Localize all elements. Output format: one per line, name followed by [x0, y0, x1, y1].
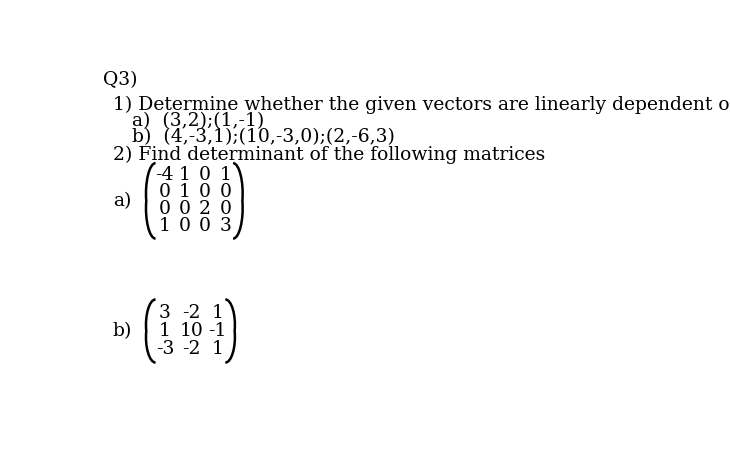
Text: b): b) — [113, 322, 132, 340]
Text: 0: 0 — [199, 183, 211, 201]
Text: -4: -4 — [155, 166, 174, 184]
Text: 1: 1 — [212, 340, 223, 358]
Text: 1) Determine whether the given vectors are linearly dependent or linearly: 1) Determine whether the given vectors a… — [113, 95, 730, 114]
Text: Q3): Q3) — [103, 71, 137, 89]
Text: 0: 0 — [199, 166, 211, 184]
Text: 0: 0 — [199, 217, 211, 235]
Text: 0: 0 — [219, 183, 231, 201]
Text: 0: 0 — [179, 201, 191, 219]
Text: 2: 2 — [199, 201, 211, 219]
Text: 0: 0 — [179, 217, 191, 235]
Text: 10: 10 — [180, 322, 203, 340]
Text: 1: 1 — [179, 183, 191, 201]
Text: -2: -2 — [182, 340, 201, 358]
Text: a): a) — [113, 192, 131, 210]
Text: 0: 0 — [219, 201, 231, 219]
Text: 1: 1 — [159, 322, 171, 340]
Text: a)  (3,2);(1,-1): a) (3,2);(1,-1) — [131, 112, 264, 130]
Text: b)  (4,-3,1);(10,-3,0);(2,-6,3): b) (4,-3,1);(10,-3,0);(2,-6,3) — [131, 128, 394, 146]
Text: 2) Find determinant of the following matrices: 2) Find determinant of the following mat… — [113, 146, 545, 164]
Text: 1: 1 — [220, 166, 231, 184]
Text: 1: 1 — [179, 166, 191, 184]
Text: 3: 3 — [220, 217, 231, 235]
Text: 0: 0 — [159, 183, 171, 201]
Text: -3: -3 — [155, 340, 174, 358]
Text: 1: 1 — [212, 303, 223, 321]
Text: 0: 0 — [159, 201, 171, 219]
Text: -1: -1 — [208, 322, 227, 340]
Text: 1: 1 — [159, 217, 171, 235]
Text: -2: -2 — [182, 303, 201, 321]
Text: 3: 3 — [159, 303, 171, 321]
